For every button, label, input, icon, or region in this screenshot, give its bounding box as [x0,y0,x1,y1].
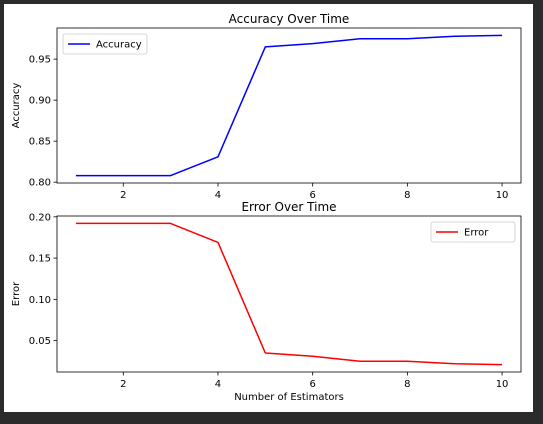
legend-label: Accuracy [96,40,142,51]
subplot-accuracy: Accuracy Over Time 2 4 6 8 10 0.80 0.85 0.90 0.95… [11,12,522,201]
figure: Accuracy Over Time 2 4 6 8 10 0.80 0.85 0.90 0.95… [4,4,533,412]
y-tick-label: 0.95 [29,55,51,66]
subplot-error: Error Over Time 2 4 6 8 10 0.05 0.10 0.15 0.20 Err… [11,200,522,403]
chart-title: Accuracy Over Time [229,12,350,26]
plot-frame [56,215,522,373]
x-tick-label: 2 [120,379,126,390]
series-line-accuracy [75,34,503,177]
x-tick-label: 2 [120,190,126,201]
y-tick-label: 0.05 [29,336,51,347]
x-tick-label: 8 [404,190,410,201]
plot-frame [56,27,522,184]
y-tick-label: 0.80 [29,178,51,189]
x-tick-label: 6 [309,190,315,201]
series-line-error [75,222,503,366]
y-tick-label: 0.85 [29,137,51,148]
y-tick-label: 0.10 [29,295,51,306]
y-tick-label: 0.15 [29,254,51,265]
x-tick-label: 4 [215,190,221,201]
x-tick-label: 4 [215,379,221,390]
legend: Accuracy [62,33,148,55]
y-tick-label: 0.90 [29,96,51,107]
x-tick-label: 10 [496,190,509,201]
legend-label: Error [464,228,489,239]
x-tick-label: 6 [309,379,315,390]
legend-box [430,221,516,243]
legend-box [62,33,148,55]
legend: Error [430,221,516,243]
x-tick-label: 8 [404,379,410,390]
figure-canvas: Accuracy Over Time 2 4 6 8 10 0.80 0.85 0.90 0.95… [11,12,522,403]
y-axis-label: Error [11,281,22,306]
x-axis-label: Number of Estimators [234,392,344,403]
chart-title: Error Over Time [241,200,336,214]
y-axis-label: Accuracy [11,83,22,129]
y-tick-label: 0.20 [29,212,51,223]
x-tick-label: 10 [496,379,509,390]
